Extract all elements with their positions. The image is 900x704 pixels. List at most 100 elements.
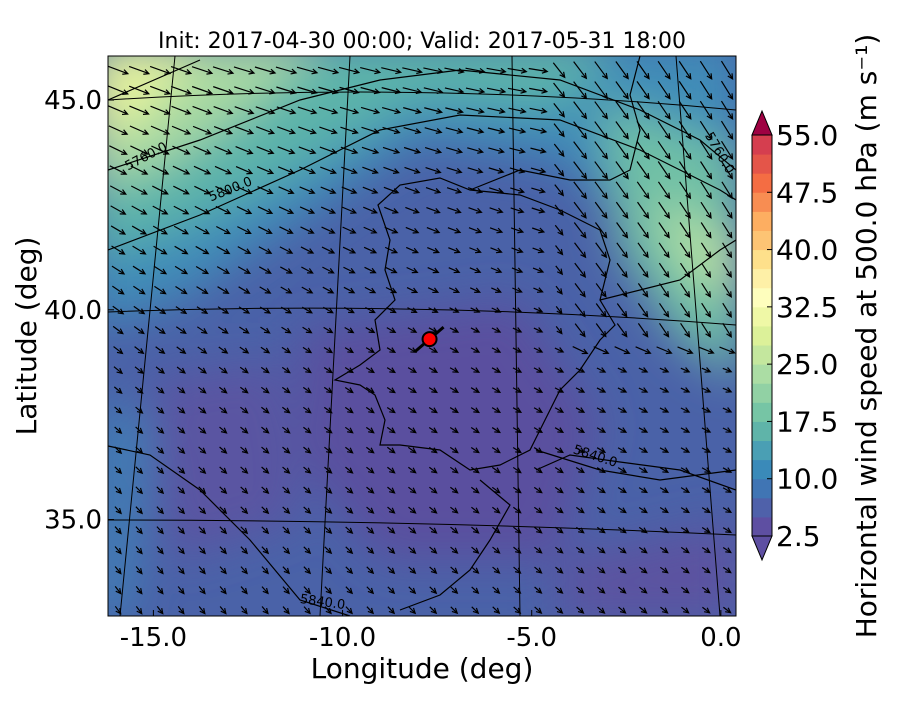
- wind-arrow: [128, 85, 151, 95]
- wind-arrow: [303, 586, 311, 595]
- wind-arrow: [572, 346, 589, 355]
- wind-arrow: [573, 141, 588, 160]
- wind-arrow: [719, 346, 736, 355]
- colorbar-tick-label: 25.0: [776, 348, 838, 381]
- wind-arrow: [615, 141, 629, 160]
- wind-arrow: [489, 227, 504, 234]
- wind-arrow: [471, 566, 480, 574]
- wind-arrow: [366, 526, 375, 534]
- wind-arrow: [659, 467, 670, 473]
- wind-arrow: [196, 306, 209, 315]
- wind-arrow: [301, 266, 314, 274]
- wind-arrow: [615, 61, 629, 80]
- wind-arrow: [150, 125, 171, 135]
- wind-arrow: [618, 566, 627, 574]
- wind-arrow: [701, 282, 712, 298]
- wind-arrow: [428, 407, 438, 414]
- wind-arrow: [509, 147, 526, 154]
- wind-arrow: [681, 606, 690, 614]
- wind-arrow: [320, 166, 337, 175]
- wind-arrow: [487, 107, 506, 114]
- wind-arrow: [512, 486, 522, 494]
- wind-arrow: [574, 262, 587, 278]
- wind-arrow: [198, 426, 207, 434]
- wind-arrow: [219, 566, 227, 575]
- wind-arrow: [407, 446, 417, 454]
- wind-arrow: [470, 327, 481, 333]
- wind-arrow: [446, 147, 464, 154]
- wind-arrow: [300, 246, 315, 254]
- parallel: [108, 91, 736, 536]
- wind-arrow: [450, 606, 459, 615]
- wind-arrow: [576, 606, 585, 614]
- wind-arrow: [344, 326, 355, 334]
- wind-arrow: [596, 487, 606, 494]
- wind-arrow: [234, 106, 255, 115]
- colorbar-band: [752, 421, 772, 442]
- wind-arrow: [533, 327, 544, 333]
- wind-arrow: [239, 346, 250, 354]
- wind-arrow: [488, 147, 505, 154]
- wind-arrow: [701, 387, 712, 393]
- wind-arrow: [429, 526, 438, 534]
- wind-arrow: [617, 427, 628, 433]
- wind-arrow: [215, 205, 232, 215]
- wind-arrow: [134, 346, 145, 355]
- wind-arrow: [722, 387, 733, 393]
- wind-arrow: [573, 161, 588, 180]
- wind-arrow: [299, 206, 316, 214]
- wind-arrow: [170, 66, 193, 75]
- wind-arrow: [638, 526, 648, 534]
- wind-arrow: [403, 107, 423, 115]
- wind-arrow: [343, 266, 356, 274]
- wind-arrow: [445, 107, 464, 114]
- wind-arrow: [449, 407, 459, 414]
- wind-arrow: [659, 487, 670, 494]
- wind-arrow: [170, 85, 193, 95]
- wind-arrow: [471, 606, 480, 615]
- wind-arrow: [261, 446, 270, 454]
- wind-arrow: [574, 323, 586, 338]
- wind-arrow: [449, 446, 459, 454]
- wind-arrow: [532, 267, 545, 274]
- wind-arrow: [722, 586, 732, 594]
- wind-arrow: [344, 406, 354, 414]
- wind-arrow: [534, 526, 543, 534]
- wind-arrow: [701, 566, 711, 574]
- wind-arrow: [177, 546, 185, 555]
- wind-arrow: [597, 606, 606, 614]
- wind-arrow: [340, 126, 359, 135]
- wind-arrow: [489, 207, 504, 214]
- wind-arrow: [595, 242, 608, 259]
- wind-arrow: [403, 146, 422, 154]
- wind-arrow: [341, 186, 358, 194]
- wind-arrow: [510, 207, 525, 214]
- wind-arrow: [637, 262, 649, 278]
- wind-arrow: [234, 126, 255, 135]
- wind-arrow: [699, 60, 713, 80]
- wind-arrow: [177, 606, 185, 615]
- wind-arrow: [699, 140, 713, 160]
- wind-arrow: [261, 426, 270, 434]
- wind-arrow: [469, 287, 481, 293]
- colorbar-band: [752, 325, 772, 346]
- wind-arrow: [701, 507, 712, 514]
- wind-arrow: [198, 466, 207, 475]
- wind-arrow: [405, 246, 420, 254]
- wind-arrow: [615, 161, 629, 180]
- wind-arrow: [468, 207, 483, 214]
- wind-arrow: [429, 586, 438, 595]
- wind-arrow: [171, 125, 192, 135]
- wind-arrow: [530, 147, 547, 154]
- x-tick-label: -10.0: [309, 623, 376, 653]
- wind-arrow: [468, 227, 483, 234]
- wind-arrow: [321, 226, 336, 234]
- wind-arrow: [240, 406, 249, 414]
- wind-arrow: [639, 566, 648, 574]
- wind-arrow: [467, 167, 484, 174]
- wind-arrow: [720, 140, 734, 160]
- wind-arrow: [282, 466, 291, 474]
- wind-arrow: [638, 367, 649, 373]
- wind-arrow: [450, 486, 459, 494]
- wind-arrow: [214, 145, 233, 155]
